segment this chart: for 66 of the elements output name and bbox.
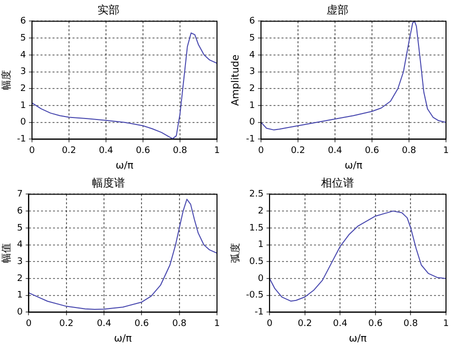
- x-tick-label: 0.4: [96, 318, 112, 329]
- y-tick-label: 2: [258, 206, 264, 216]
- y-tick-label: 4: [20, 50, 26, 60]
- y-axis-title: Amplitude: [230, 54, 242, 106]
- x-tick-label: 0.6: [134, 318, 150, 329]
- x-tick-label: 0.8: [404, 318, 418, 329]
- y-tick-label: 0: [20, 118, 26, 128]
- y-tick-label: 2.5: [249, 190, 264, 200]
- y-tick-label: 0: [16, 308, 23, 318]
- x-tick-label: 0.6: [364, 146, 380, 156]
- x-tick-label: 0: [266, 318, 273, 329]
- x-tick-label: 0.4: [332, 318, 348, 329]
- y-tick-label: -1: [246, 134, 255, 145]
- x-tick-label: 0: [29, 146, 36, 156]
- y-tick-label: 5: [249, 33, 255, 44]
- chart-title: 虚部: [326, 3, 348, 16]
- y-tick-label: 1: [249, 100, 255, 111]
- y-tick-label: 6: [20, 16, 26, 27]
- x-axis-title: ω/π: [116, 160, 134, 172]
- y-tick-label: -1: [16, 134, 26, 145]
- y-tick-label: 6: [16, 206, 23, 216]
- x-tick-label: 1: [443, 318, 449, 329]
- y-tick-label: 7: [16, 190, 23, 200]
- y-axis-title: 弧度: [230, 243, 242, 264]
- x-tick-label: 1: [443, 146, 449, 156]
- y-tick-label: 2: [20, 84, 26, 94]
- y-tick-label: 5: [16, 223, 23, 234]
- x-tick-label: 0.6: [136, 146, 150, 156]
- y-tick-label: 0: [258, 274, 264, 284]
- y-tick-label: 3: [20, 67, 26, 78]
- y-tick-label: 2: [16, 274, 23, 284]
- chart-title: 幅度谱: [92, 176, 125, 190]
- y-tick-label: 4: [16, 240, 23, 250]
- y-tick-label: 1: [16, 290, 23, 301]
- y-tick-label: 3: [249, 67, 255, 78]
- y-tick-label: 5: [20, 33, 26, 44]
- x-axis-title: ω/π: [348, 334, 367, 345]
- x-axis-title: ω/π: [344, 160, 362, 172]
- y-tick-label: -0.5: [246, 290, 264, 301]
- x-tick-label: 0.2: [62, 146, 76, 156]
- y-tick-label: 6: [249, 16, 256, 27]
- x-axis-title: ω/π: [114, 334, 132, 345]
- y-axis-title: 幅度: [0, 70, 13, 90]
- x-tick-label: 0.4: [328, 146, 342, 156]
- y-tick-label: 4: [249, 50, 256, 60]
- chart-title: 相位谱: [321, 176, 354, 190]
- y-tick-label: 1: [20, 100, 26, 111]
- y-tick-label: 1.5: [249, 223, 264, 234]
- x-tick-label: 0.2: [290, 146, 306, 156]
- x-tick-label: 0.2: [298, 318, 312, 329]
- x-tick-label: 0.8: [402, 146, 416, 156]
- y-axis-title: 幅值: [0, 243, 13, 264]
- y-tick-label: 3: [16, 256, 23, 267]
- y-tick-label: 0.5: [249, 256, 264, 267]
- x-tick-label: 0.8: [172, 146, 188, 156]
- x-tick-label: 0.6: [368, 318, 383, 329]
- y-tick-label: 0: [249, 118, 256, 128]
- x-tick-label: 0.8: [172, 318, 187, 329]
- x-tick-label: 0.4: [98, 146, 114, 156]
- y-tick-label: 1: [258, 240, 264, 250]
- x-tick-label: 1: [214, 146, 220, 156]
- x-tick-label: 1: [214, 318, 220, 329]
- chart-title: 实部: [98, 3, 120, 16]
- y-tick-label: -1: [254, 308, 264, 318]
- x-tick-label: 0.2: [59, 318, 74, 329]
- y-tick-label: 2: [249, 84, 255, 94]
